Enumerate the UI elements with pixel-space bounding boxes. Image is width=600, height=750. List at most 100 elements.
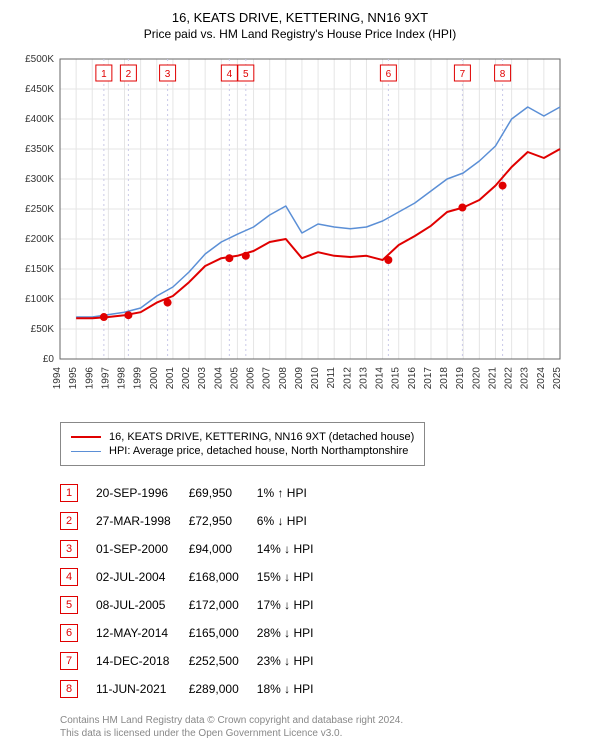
sale-number-box: 5: [60, 596, 78, 614]
sale-number-box: 3: [60, 540, 78, 558]
cell-num: 8: [60, 678, 96, 700]
cell-diff: 1% ↑ HPI: [257, 482, 332, 504]
svg-text:2006: 2006: [246, 367, 257, 390]
cell-price: £172,000: [189, 594, 257, 616]
table-row: 8 11-JUN-2021£289,00018% ↓ HPI: [60, 678, 331, 700]
cell-date: 20-SEP-1996: [96, 482, 189, 504]
svg-text:2004: 2004: [213, 367, 224, 390]
svg-text:£350K: £350K: [25, 144, 54, 155]
cell-date: 27-MAR-1998: [96, 510, 189, 532]
svg-text:2005: 2005: [229, 367, 240, 390]
sale-number-box: 8: [60, 680, 78, 698]
svg-text:1997: 1997: [100, 367, 111, 390]
cell-num: 7: [60, 650, 96, 672]
svg-text:1: 1: [101, 69, 107, 80]
footer-note: Contains HM Land Registry data © Crown c…: [60, 714, 590, 740]
cell-price: £94,000: [189, 538, 257, 560]
title-subtitle: Price paid vs. HM Land Registry's House …: [10, 27, 590, 41]
cell-date: 02-JUL-2004: [96, 566, 189, 588]
svg-text:1994: 1994: [52, 367, 63, 390]
svg-text:£500K: £500K: [25, 54, 54, 65]
legend-swatch: [71, 451, 101, 452]
cell-date: 08-JUL-2005: [96, 594, 189, 616]
svg-text:2007: 2007: [262, 367, 273, 390]
svg-text:£100K: £100K: [25, 294, 54, 305]
legend-swatch: [71, 436, 101, 438]
svg-text:5: 5: [243, 69, 249, 80]
sales-table: 120-SEP-1996£69,9501% ↑ HPI227-MAR-1998£…: [60, 476, 331, 706]
footer-line1: Contains HM Land Registry data © Crown c…: [60, 714, 590, 727]
svg-text:2018: 2018: [439, 367, 450, 390]
svg-text:2024: 2024: [536, 367, 547, 390]
svg-text:2000: 2000: [149, 367, 160, 390]
cell-num: 1: [60, 482, 96, 504]
price-chart: £0 £50K £100K £150K £200K £250K £300K £350K £400…: [10, 49, 590, 412]
sale-number-box: 1: [60, 484, 78, 502]
svg-text:2023: 2023: [520, 367, 531, 390]
svg-text:£400K: £400K: [25, 114, 54, 125]
table-row: 1 20-SEP-1996£69,9501% ↑ HPI: [60, 482, 331, 504]
svg-text:£200K: £200K: [25, 234, 54, 245]
svg-text:6: 6: [386, 69, 392, 80]
cell-date: 11-JUN-2021: [96, 678, 189, 700]
cell-num: 2: [60, 510, 96, 532]
svg-text:£450K: £450K: [25, 84, 54, 95]
svg-text:2019: 2019: [455, 367, 466, 390]
cell-price: £289,000: [189, 678, 257, 700]
svg-text:2010: 2010: [310, 367, 321, 390]
svg-text:£250K: £250K: [25, 204, 54, 215]
table-row: 6 12-MAY-2014£165,00028% ↓ HPI: [60, 622, 331, 644]
svg-text:2016: 2016: [407, 367, 418, 390]
svg-text:2009: 2009: [294, 367, 305, 390]
svg-text:£300K: £300K: [25, 174, 54, 185]
cell-num: 5: [60, 594, 96, 616]
svg-text:1999: 1999: [133, 367, 144, 390]
svg-text:8: 8: [500, 69, 506, 80]
cell-diff: 18% ↓ HPI: [257, 678, 332, 700]
cell-diff: 15% ↓ HPI: [257, 566, 332, 588]
svg-text:2021: 2021: [487, 367, 498, 390]
chart-svg: £0 £50K £100K £150K £200K £250K £300K £350K £400…: [10, 49, 570, 409]
svg-text:3: 3: [165, 69, 171, 80]
cell-num: 6: [60, 622, 96, 644]
legend-label: HPI: Average price, detached house, Nort…: [109, 445, 408, 457]
svg-text:2017: 2017: [423, 367, 434, 390]
cell-price: £168,000: [189, 566, 257, 588]
svg-text:£150K: £150K: [25, 264, 54, 275]
svg-text:2011: 2011: [326, 367, 337, 389]
sale-number-box: 4: [60, 568, 78, 586]
svg-text:2008: 2008: [278, 367, 289, 390]
cell-date: 12-MAY-2014: [96, 622, 189, 644]
svg-text:2001: 2001: [165, 367, 176, 390]
legend: 16, KEATS DRIVE, KETTERING, NN16 9XT (de…: [60, 422, 425, 466]
svg-text:£0: £0: [43, 354, 55, 365]
svg-text:2003: 2003: [197, 367, 208, 390]
cell-price: £165,000: [189, 622, 257, 644]
title-address: 16, KEATS DRIVE, KETTERING, NN16 9XT: [10, 10, 590, 25]
svg-text:2: 2: [126, 69, 132, 80]
svg-text:1998: 1998: [117, 367, 128, 390]
sale-number-box: 7: [60, 652, 78, 670]
title-block: 16, KEATS DRIVE, KETTERING, NN16 9XT Pri…: [10, 10, 590, 41]
table-row: 2 27-MAR-1998£72,9506% ↓ HPI: [60, 510, 331, 532]
cell-diff: 28% ↓ HPI: [257, 622, 332, 644]
sale-number-box: 6: [60, 624, 78, 642]
cell-price: £72,950: [189, 510, 257, 532]
svg-text:4: 4: [227, 69, 233, 80]
svg-text:£50K: £50K: [31, 324, 55, 335]
table-row: 7 14-DEC-2018£252,50023% ↓ HPI: [60, 650, 331, 672]
cell-diff: 23% ↓ HPI: [257, 650, 332, 672]
svg-text:2025: 2025: [552, 367, 563, 390]
cell-diff: 14% ↓ HPI: [257, 538, 332, 560]
sale-number-box: 2: [60, 512, 78, 530]
svg-text:2013: 2013: [358, 367, 369, 390]
svg-text:2022: 2022: [504, 367, 515, 390]
table-row: 508-JUL-2005£172,00017% ↓ HPI: [60, 594, 331, 616]
svg-text:2002: 2002: [181, 367, 192, 390]
cell-date: 14-DEC-2018: [96, 650, 189, 672]
cell-num: 3: [60, 538, 96, 560]
cell-price: £252,500: [189, 650, 257, 672]
svg-text:2020: 2020: [471, 367, 482, 390]
cell-diff: 6% ↓ HPI: [257, 510, 332, 532]
cell-price: £69,950: [189, 482, 257, 504]
